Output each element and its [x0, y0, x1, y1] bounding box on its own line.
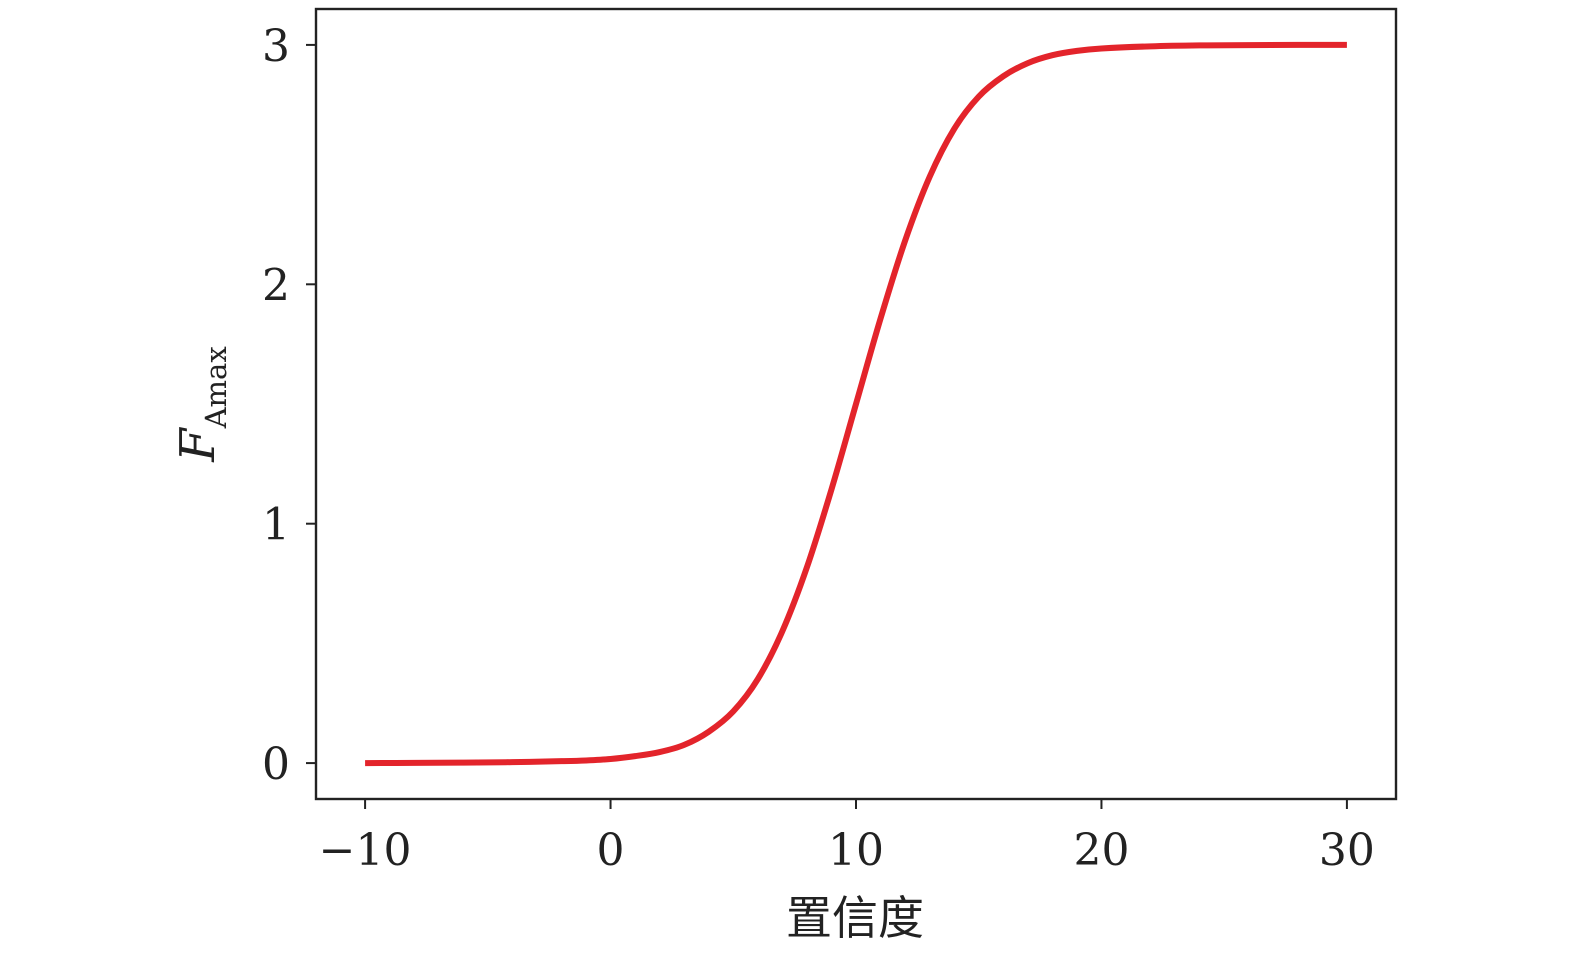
y-tick-label: 3 — [262, 21, 290, 72]
y-tick-label: 1 — [262, 500, 290, 551]
x-tick-label: 0 — [597, 825, 625, 876]
y-axis-label-main: F — [170, 427, 226, 463]
y-axis-label-subscript: Amax — [199, 346, 233, 429]
series-layer — [365, 41, 1347, 767]
x-tick-label: 30 — [1319, 825, 1375, 876]
x-axis-label: 置信度 — [786, 891, 924, 945]
x-tick-label: −10 — [319, 825, 412, 876]
x-tick-label: 10 — [828, 825, 884, 876]
tick-layer: −10 0 10 20 30 0 1 2 3 — [262, 21, 1375, 876]
y-tick-label: 0 — [262, 739, 290, 790]
y-tick-label: 2 — [262, 260, 290, 311]
x-tick-label: 20 — [1073, 825, 1129, 876]
series-line-0 — [365, 41, 1347, 767]
y-axis-label: FAmax — [170, 346, 233, 462]
